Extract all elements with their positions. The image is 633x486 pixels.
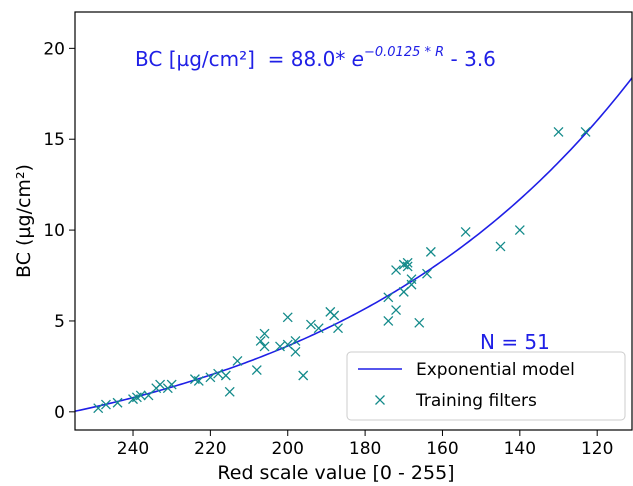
data-point — [383, 292, 394, 303]
legend-marker-swatch — [375, 395, 385, 405]
plot-area — [75, 77, 632, 414]
data-point — [406, 279, 417, 290]
data-point — [290, 346, 301, 357]
x-tick-label: 220 — [194, 439, 226, 459]
data-point — [383, 315, 394, 326]
y-tick-label: 0 — [54, 403, 65, 423]
data-point — [425, 246, 436, 257]
data-point — [414, 317, 425, 328]
y-tick-label: 10 — [43, 221, 65, 241]
data-point — [193, 375, 204, 386]
x-tick-label: 240 — [117, 439, 149, 459]
data-point — [213, 368, 224, 379]
data-point — [135, 390, 146, 401]
data-point — [422, 268, 432, 279]
x-tick-label: 140 — [504, 439, 536, 459]
data-point — [100, 399, 111, 410]
legend-marker-x — [375, 395, 385, 405]
data-point — [251, 365, 262, 375]
ticks-layer: 240 220 200 180 160 140 120 0 5 10 15 20 — [43, 39, 613, 459]
data-point — [224, 386, 235, 397]
data-point — [305, 319, 316, 330]
data-point — [333, 323, 343, 334]
data-point — [259, 341, 270, 352]
count-annotation: N = 51 — [480, 330, 550, 354]
data-point — [282, 312, 293, 323]
y-tick-label: 20 — [43, 39, 65, 59]
legend-box — [346, 351, 626, 421]
data-point — [282, 339, 293, 350]
data-point — [298, 370, 309, 381]
data-point — [402, 261, 413, 272]
data-point — [220, 370, 231, 381]
points-layer — [93, 126, 591, 414]
data-point — [398, 286, 409, 297]
data-point — [290, 335, 301, 346]
equation-annotation: BC [µg/cm²] = 88.0* e−0.0125 * R - 3.6 — [135, 45, 496, 71]
data-point — [402, 257, 413, 268]
data-point — [495, 241, 506, 252]
x-axis-label: Red scale value [0 - 255] — [217, 462, 454, 484]
data-point — [553, 126, 564, 137]
y-axis-label: BC (µg/cm²) — [13, 164, 35, 278]
data-point — [143, 390, 154, 401]
data-point — [205, 372, 216, 383]
x-tick-label: 120 — [581, 439, 613, 459]
legend-label-points: Training filters — [415, 391, 537, 411]
data-point — [580, 126, 591, 137]
data-point — [166, 379, 177, 390]
data-point — [391, 305, 402, 316]
data-point — [275, 341, 285, 352]
legend: Exponential model Training filters — [346, 351, 626, 421]
data-point — [255, 335, 266, 346]
data-point — [313, 323, 324, 334]
legend-label-model: Exponential model — [416, 360, 575, 380]
data-point — [93, 403, 104, 414]
data-point — [391, 265, 402, 276]
data-point — [460, 226, 471, 237]
data-point — [329, 310, 340, 321]
x-tick-label: 180 — [349, 439, 381, 459]
data-point — [112, 397, 123, 408]
data-point — [155, 379, 166, 390]
data-point — [514, 225, 525, 236]
y-tick-label: 15 — [43, 130, 65, 150]
y-tick-label: 5 — [54, 312, 65, 332]
plot-frame — [74, 11, 633, 431]
data-point — [259, 328, 270, 339]
data-point — [232, 355, 243, 366]
x-tick-label: 200 — [272, 439, 304, 459]
x-tick-label: 160 — [426, 439, 458, 459]
